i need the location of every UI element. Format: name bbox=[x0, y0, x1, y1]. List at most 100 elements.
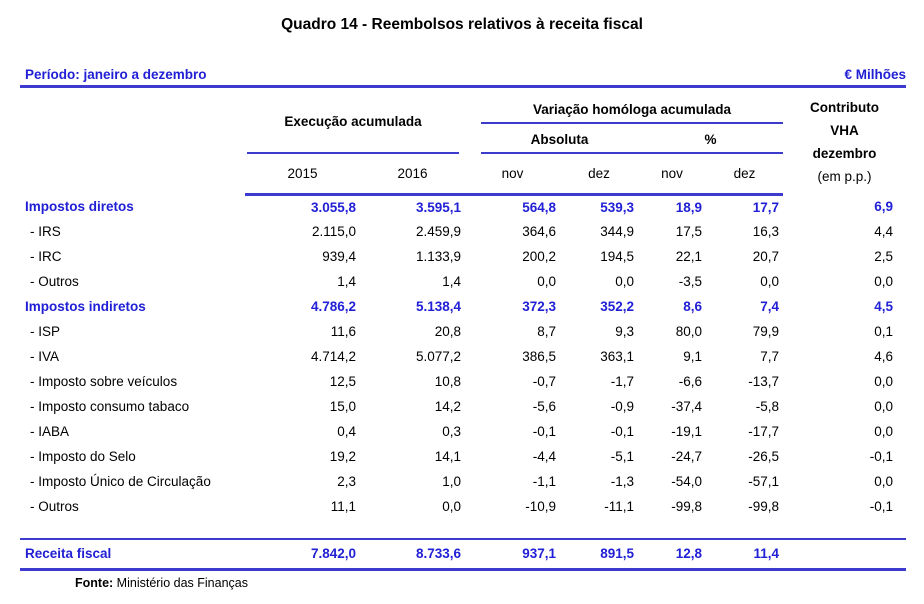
cell-var-pct-dez: 17,7 bbox=[752, 199, 780, 215]
header-group-percent: % bbox=[638, 124, 784, 154]
cell-var-pct-nov: -19,1 bbox=[671, 424, 703, 439]
table-row: Impostos diretos 3.055,8 3.595,1 564,8 5… bbox=[20, 194, 906, 219]
cell-var-abs-nov: -0,7 bbox=[532, 374, 557, 389]
cell-var-pct-dez: -5,8 bbox=[755, 399, 780, 414]
col-header-pct-nov: nov bbox=[638, 154, 707, 196]
header-group-absoluta: Absoluta bbox=[465, 124, 639, 154]
cell-2015: 7.842,0 bbox=[245, 538, 360, 571]
cell-var-pct-nov: -3,5 bbox=[678, 274, 703, 289]
cell-var-abs-dez: -1,7 bbox=[610, 374, 635, 389]
cell-var-pct-nov: -6,6 bbox=[678, 374, 703, 389]
source-text: Ministério das Finanças bbox=[116, 575, 248, 590]
cell-2016: 1.133,9 bbox=[415, 249, 462, 264]
cell-2015: 19,2 bbox=[329, 449, 356, 464]
table-row: - Imposto do Selo 19,2 14,1 -4,4 -5,1 -2… bbox=[20, 444, 906, 469]
col-header-abs-nov: nov bbox=[465, 154, 561, 196]
table-row: - IVA 4.714,2 5.077,2 386,5 363,1 9,1 7,… bbox=[20, 344, 906, 369]
header-group-contributo: Contributo VHA dezembro (em p.p.) bbox=[783, 88, 906, 194]
cell-var-abs-dez: -0,1 bbox=[610, 424, 635, 439]
cell-2016: 20,8 bbox=[434, 324, 462, 339]
table-row: - Imposto Único de Circulação 2,3 1,0 -1… bbox=[20, 469, 906, 494]
cell-var-pct-nov: 8,6 bbox=[683, 299, 703, 314]
cell-var-pct-dez: 16,3 bbox=[752, 224, 780, 239]
cell-var-abs-dez: 0,0 bbox=[615, 274, 635, 289]
cell-var-pct-dez: -99,8 bbox=[748, 499, 780, 514]
cell-var-abs-dez: -0,9 bbox=[610, 399, 635, 414]
fiscal-refunds-table: Execução acumulada Variação homóloga acu… bbox=[20, 88, 907, 571]
cell-var-pct-dez: 7,4 bbox=[760, 299, 780, 314]
cell-2015: 0,4 bbox=[337, 424, 356, 439]
cell-contributo: 4,5 bbox=[874, 299, 894, 314]
contributo-line: VHA bbox=[830, 123, 859, 138]
cell-var-abs-nov: -0,1 bbox=[532, 424, 557, 439]
cell-var-pct-dez: 7,7 bbox=[760, 349, 780, 364]
cell-var-pct-nov: -99,8 bbox=[671, 499, 703, 514]
cell-2015: 939,4 bbox=[322, 249, 356, 264]
cell-var-abs-dez: 344,9 bbox=[600, 224, 635, 239]
cell-2015: 4.786,2 bbox=[310, 299, 356, 314]
table-row: - IRC 939,4 1.133,9 200,2 194,5 22,1 20,… bbox=[20, 244, 906, 269]
table-body: Impostos diretos 3.055,8 3.595,1 564,8 5… bbox=[20, 194, 906, 519]
header-group-execucao: Execução acumulada bbox=[245, 88, 465, 154]
cell-contributo: 0,0 bbox=[874, 374, 894, 389]
cell-var-abs-nov: 372,3 bbox=[522, 299, 557, 314]
cell-var-abs-dez: 363,1 bbox=[600, 349, 635, 364]
cell-var-pct-dez: 79,9 bbox=[752, 324, 780, 339]
cell-2015: 4.714,2 bbox=[310, 349, 356, 364]
cell-2016: 0,3 bbox=[442, 424, 462, 439]
cell-var-pct-dez: 20,7 bbox=[752, 249, 780, 264]
contributo-line: (em p.p.) bbox=[817, 169, 872, 184]
total-label: Receita fiscal bbox=[20, 538, 245, 571]
cell-2016: 2.459,9 bbox=[415, 224, 462, 239]
cell-contributo bbox=[783, 538, 907, 571]
cell-2015: 3.055,8 bbox=[310, 199, 356, 215]
cell-2015: 11,1 bbox=[330, 499, 356, 514]
cell-2015: 15,0 bbox=[329, 399, 356, 414]
cell-var-abs-nov: 200,2 bbox=[522, 249, 557, 264]
col-header-pct-dez: dez bbox=[706, 154, 784, 196]
table-total-section: Receita fiscal 7.842,0 8.733,6 937,1 891… bbox=[20, 519, 907, 571]
unit-label: € Milhões bbox=[844, 67, 906, 82]
cell-var-abs-nov: 386,5 bbox=[522, 349, 557, 364]
header-group-variacao: Variação homóloga acumulada bbox=[465, 88, 784, 124]
table-row: - ISP 11,6 20,8 8,7 9,3 80,0 79,9 0,1 bbox=[20, 319, 906, 344]
cell-contributo: 4,4 bbox=[874, 224, 894, 239]
period-bar: Período: janeiro a dezembro € Milhões bbox=[20, 67, 906, 85]
row-label: - IABA bbox=[30, 424, 70, 439]
col-header-2016: 2016 bbox=[360, 154, 466, 196]
row-label: - Imposto sobre veículos bbox=[30, 374, 178, 389]
table-row: Impostos indiretos 4.786,2 5.138,4 372,3… bbox=[20, 294, 906, 319]
table-row: - Imposto sobre veículos 12,5 10,8 -0,7 … bbox=[20, 369, 906, 394]
col-header-abs-dez: dez bbox=[560, 154, 639, 196]
cell-contributo: -0,1 bbox=[869, 449, 894, 464]
cell-2015: 12,5 bbox=[329, 374, 356, 389]
cell-var-abs-dez: -11,1 bbox=[604, 499, 635, 514]
period-label: Período: janeiro a dezembro bbox=[25, 67, 207, 82]
row-label: - Imposto consumo tabaco bbox=[30, 399, 190, 414]
cell-var-pct-nov: 9,1 bbox=[683, 349, 703, 364]
cell-var-abs-dez: -5,1 bbox=[610, 449, 635, 464]
cell-2016: 14,2 bbox=[434, 399, 462, 414]
cell-var-abs-dez: 352,2 bbox=[600, 299, 635, 314]
table-row: - Imposto consumo tabaco 15,0 14,2 -5,6 … bbox=[20, 394, 906, 419]
col-header-2015: 2015 bbox=[245, 154, 360, 196]
cell-2016: 0,0 bbox=[442, 499, 462, 514]
cell-2016: 5.077,2 bbox=[415, 349, 462, 364]
row-label: - Imposto Único de Circulação bbox=[30, 474, 211, 489]
cell-2015: 2.115,0 bbox=[311, 224, 356, 239]
row-label: - IRS bbox=[30, 224, 61, 239]
row-label: - IVA bbox=[30, 349, 60, 364]
cell-var-pct-nov: -24,7 bbox=[671, 449, 703, 464]
cell-contributo: 0,0 bbox=[874, 274, 894, 289]
table-row: - Outros 1,4 1,4 0,0 0,0 -3,5 0,0 0,0 bbox=[20, 269, 906, 294]
table-corner bbox=[20, 88, 245, 194]
cell-2015: 1,4 bbox=[337, 274, 356, 289]
cell-contributo: 0,0 bbox=[874, 399, 894, 414]
cell-var-abs-nov: 564,8 bbox=[522, 199, 557, 215]
cell-contributo: 0,1 bbox=[874, 324, 894, 339]
cell-contributo: 6,9 bbox=[874, 199, 894, 214]
table-row: - IABA 0,4 0,3 -0,1 -0,1 -19,1 -17,7 0,0 bbox=[20, 419, 906, 444]
cell-contributo: 0,0 bbox=[874, 474, 894, 489]
cell-var-abs-nov: -5,6 bbox=[532, 399, 557, 414]
